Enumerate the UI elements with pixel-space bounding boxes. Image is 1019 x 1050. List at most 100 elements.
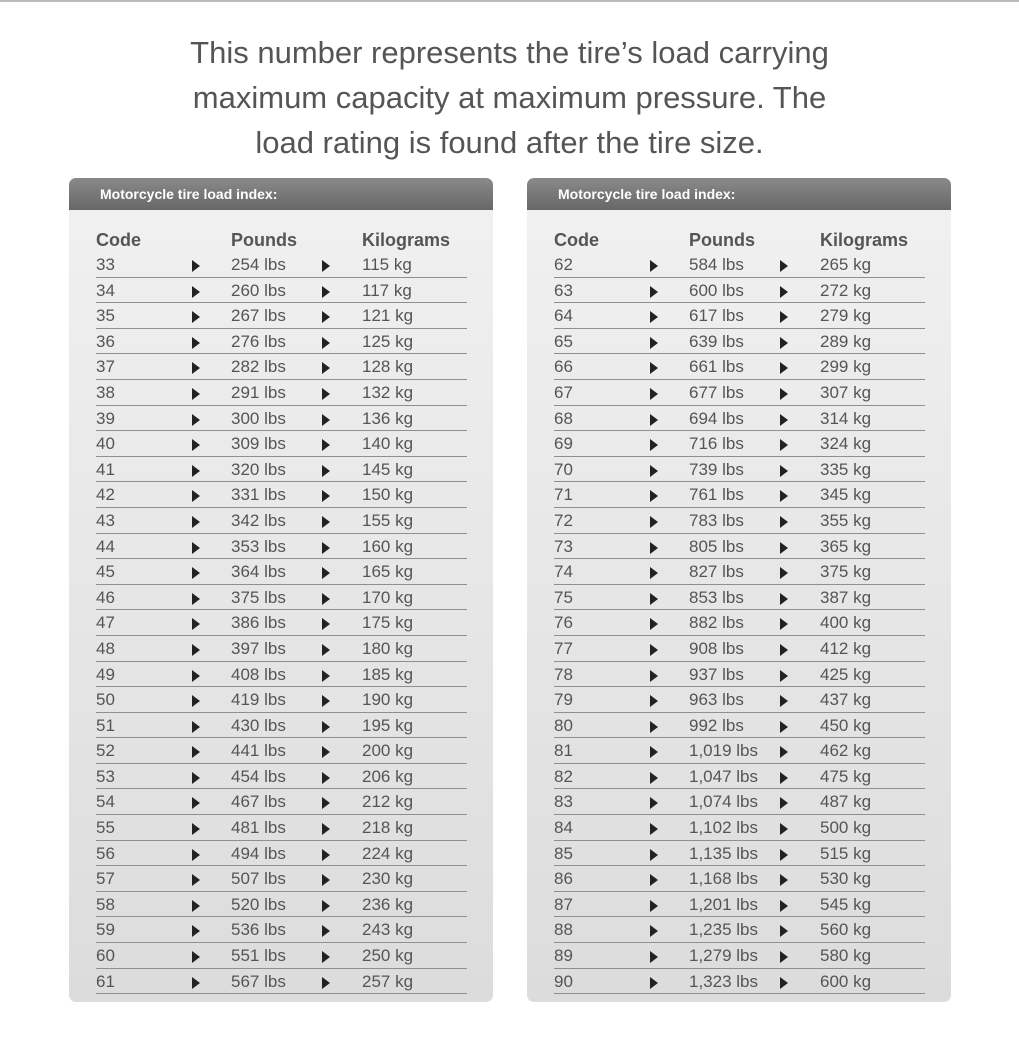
kilograms-cell: 224 kg: [362, 843, 414, 863]
arrow-right-icon: [650, 515, 658, 528]
code-cell: 75: [554, 587, 573, 607]
arrow-right-icon: [322, 336, 330, 349]
pounds-cell: 1,323 lbs: [689, 971, 758, 991]
arrow-right-icon: [192, 592, 200, 605]
column-header: Pounds: [231, 230, 297, 250]
code-cell: 66: [554, 357, 573, 377]
arrow-right-icon: [650, 464, 658, 477]
arrow-right-icon: [192, 439, 200, 452]
arrow-right-icon: [322, 720, 330, 733]
pounds-cell: 441 lbs: [231, 741, 286, 761]
arrow-right-icon: [322, 260, 330, 272]
kilograms-cell: 145 kg: [362, 459, 414, 479]
arrow-right-icon: [780, 976, 788, 989]
arrow-right-icon: [650, 413, 658, 426]
kilograms-cell: 580 kg: [820, 946, 872, 966]
table-row: 38 291 lbs 132 kg: [96, 380, 467, 406]
pounds-cell: 694 lbs: [689, 408, 744, 428]
table-row: 58 520 lbs 236 kg: [96, 892, 467, 918]
arrow-right-icon: [780, 823, 788, 836]
kilograms-cell: 425 kg: [820, 664, 872, 684]
arrow-right-icon: [192, 387, 200, 400]
table-row: 37 282 lbs 128 kg: [96, 354, 467, 380]
table-header: Code Pounds Kilograms: [96, 230, 467, 252]
kilograms-cell: 530 kg: [820, 869, 872, 889]
table-row: 44 353 lbs 160 kg: [96, 534, 467, 560]
kilograms-cell: 307 kg: [820, 382, 872, 402]
arrow-right-icon: [780, 874, 788, 887]
code-cell: 55: [96, 818, 115, 838]
arrow-right-icon: [780, 618, 788, 631]
code-cell: 58: [96, 894, 115, 914]
kilograms-cell: 475 kg: [820, 766, 872, 786]
kilograms-cell: 212 kg: [362, 792, 414, 812]
kilograms-cell: 185 kg: [362, 664, 414, 684]
kilograms-cell: 345 kg: [820, 485, 872, 505]
arrow-right-icon: [650, 669, 658, 682]
arrow-right-icon: [780, 695, 788, 708]
arrow-right-icon: [322, 874, 330, 887]
kilograms-cell: 195 kg: [362, 715, 414, 735]
code-cell: 67: [554, 382, 573, 402]
kilograms-cell: 136 kg: [362, 408, 414, 428]
table-title: Motorcycle tire load index:: [527, 178, 951, 210]
column-header: Code: [554, 230, 599, 250]
table-row: 51 430 lbs 195 kg: [96, 713, 467, 739]
column-header: Kilograms: [362, 230, 451, 250]
arrow-right-icon: [322, 643, 330, 656]
table-row: 84 1,102 lbs 500 kg: [554, 815, 925, 841]
table-row: 43 342 lbs 155 kg: [96, 508, 467, 534]
intro-line: This number represents the tire’s load c…: [190, 35, 829, 70]
code-cell: 59: [96, 920, 115, 940]
pounds-cell: 827 lbs: [689, 562, 744, 582]
pounds-cell: 260 lbs: [231, 280, 286, 300]
pounds-cell: 467 lbs: [231, 792, 286, 812]
table-row: 36 276 lbs 125 kg: [96, 329, 467, 355]
arrow-right-icon: [650, 746, 658, 759]
arrow-right-icon: [322, 362, 330, 375]
kilograms-cell: 160 kg: [362, 536, 414, 556]
arrow-right-icon: [780, 771, 788, 784]
pounds-cell: 617 lbs: [689, 306, 744, 326]
pounds-cell: 1,279 lbs: [689, 946, 758, 966]
table-row: 46 375 lbs 170 kg: [96, 585, 467, 611]
arrow-right-icon: [780, 413, 788, 426]
arrow-right-icon: [650, 643, 658, 656]
code-cell: 45: [96, 562, 115, 582]
pounds-cell: 992 lbs: [689, 715, 744, 735]
code-cell: 81: [554, 741, 573, 761]
table-row: 72 783 lbs 355 kg: [554, 508, 925, 534]
arrow-right-icon: [322, 567, 330, 580]
kilograms-cell: 412 kg: [820, 638, 872, 658]
arrow-right-icon: [650, 618, 658, 631]
kilograms-cell: 355 kg: [820, 510, 872, 530]
code-cell: 40: [96, 434, 115, 454]
kilograms-cell: 190 kg: [362, 690, 414, 710]
kilograms-cell: 175 kg: [362, 613, 414, 633]
code-cell: 69: [554, 434, 573, 454]
arrow-right-icon: [780, 490, 788, 503]
pounds-cell: 639 lbs: [689, 331, 744, 351]
arrow-right-icon: [650, 311, 658, 324]
pounds-cell: 937 lbs: [689, 664, 744, 684]
pounds-cell: 716 lbs: [689, 434, 744, 454]
arrow-right-icon: [650, 976, 658, 989]
code-cell: 36: [96, 331, 115, 351]
kilograms-cell: 265 kg: [820, 255, 872, 274]
code-cell: 53: [96, 766, 115, 786]
table-row: 63 600 lbs 272 kg: [554, 278, 925, 304]
arrow-right-icon: [650, 951, 658, 964]
arrow-right-icon: [650, 720, 658, 733]
code-cell: 43: [96, 510, 115, 530]
column-header: Code: [96, 230, 141, 250]
table-row: 90 1,323 lbs 600 kg: [554, 969, 925, 995]
arrow-right-icon: [650, 567, 658, 580]
pounds-cell: 408 lbs: [231, 664, 286, 684]
pounds-cell: 567 lbs: [231, 971, 286, 991]
arrow-right-icon: [650, 771, 658, 784]
table-row: 35 267 lbs 121 kg: [96, 303, 467, 329]
pounds-cell: 805 lbs: [689, 536, 744, 556]
table-row: 62 584 lbs 265 kg: [554, 252, 925, 278]
arrow-right-icon: [780, 387, 788, 400]
column-header: Kilograms: [820, 230, 909, 250]
